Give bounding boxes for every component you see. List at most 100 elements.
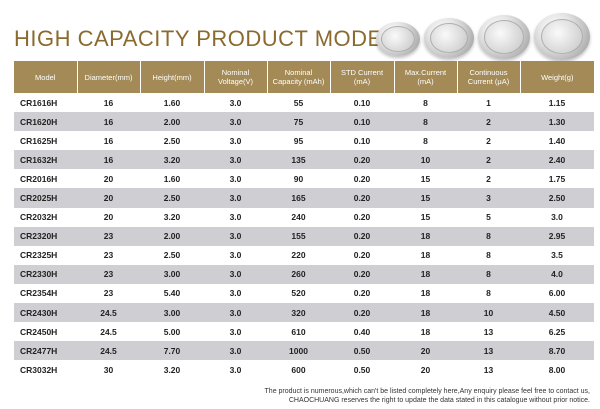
table-cell: 2.50 [140, 131, 204, 151]
table-cell: 16 [77, 150, 140, 170]
model-cell: CR1620H [14, 112, 77, 132]
table-cell: 3.0 [204, 264, 267, 284]
table-cell: 2.50 [140, 188, 204, 208]
coin-battery-icon [376, 22, 420, 56]
table-row: CR2032H 20 3.20 3.0 240 0.20 15 5 3.0 [14, 207, 594, 227]
header-cell: Max.Current (mA) [393, 61, 457, 93]
table-row: CR2477H 24.5 7.70 3.0 1000 0.50 20 13 8.70 [14, 341, 594, 361]
table-cell: 8 [457, 264, 520, 284]
table-cell: 20 [394, 360, 457, 380]
table-body: CR1616H 16 1.60 3.0 55 0.10 8 1 1.15 CR1620H 16 2.0… [14, 93, 594, 380]
product-spec-table: Model Diameter(mm) Height(mm) Nominal Vo… [14, 61, 594, 380]
table-cell: 600 [267, 360, 330, 380]
table-cell: 1 [457, 93, 520, 113]
table-cell: 8 [457, 226, 520, 246]
table-cell: 13 [457, 341, 520, 361]
table-cell: 1000 [267, 341, 330, 361]
table-cell: 16 [77, 93, 140, 113]
table-row: CR3032H 30 3.20 3.0 600 0.50 20 13 8.00 [14, 360, 594, 380]
table-cell: 18 [394, 283, 457, 304]
table-cell: 23 [77, 245, 140, 265]
model-cell: CR2320H [14, 226, 77, 246]
table-cell: 4.0 [520, 264, 594, 284]
table-cell: 90 [267, 169, 330, 189]
footer-line: The product is numerous,which can't be l… [264, 388, 590, 395]
table-cell: 3.0 [204, 150, 267, 170]
table-cell: 3.0 [204, 112, 267, 132]
table-cell: 3.0 [204, 245, 267, 265]
coin-cell-battery-image [372, 10, 594, 60]
table-cell: 18 [394, 264, 457, 284]
table-cell: 2.00 [140, 112, 204, 132]
coin-battery-icon [478, 15, 530, 59]
table-cell: 3.0 [520, 207, 594, 227]
table-cell: 3.20 [140, 207, 204, 227]
table-cell: 0.40 [330, 322, 394, 342]
table-cell: 240 [267, 207, 330, 227]
table-cell: 0.50 [330, 341, 394, 361]
table-cell: 320 [267, 303, 330, 323]
table-cell: 6.00 [520, 283, 594, 304]
table-cell: 8 [394, 93, 457, 113]
table-row: CR2325H 23 2.50 3.0 220 0.20 18 8 3.5 [14, 245, 594, 265]
table-cell: 8 [394, 131, 457, 151]
table-cell: 2 [457, 169, 520, 189]
table-cell: 2 [457, 150, 520, 170]
table-header-row: Model Diameter(mm) Height(mm) Nominal Vo… [14, 61, 594, 93]
table-cell: 8.00 [520, 360, 594, 380]
table-cell: 3.20 [140, 150, 204, 170]
model-cell: CR1632H [14, 150, 77, 170]
table-cell: 2.50 [140, 245, 204, 265]
table-cell: 3.0 [204, 283, 267, 304]
table-cell: 0.20 [330, 226, 394, 246]
table-cell: 18 [394, 303, 457, 323]
table-cell: 5.40 [140, 283, 204, 304]
page-title: HIGH CAPACITY PRODUCT MODEL [14, 26, 396, 51]
table-cell: 0.20 [330, 207, 394, 227]
header-cell: Model [14, 61, 77, 93]
table-cell: 10 [394, 150, 457, 170]
header-cell: Continuous Current (μA) [456, 61, 520, 93]
table-row: CR2430H 24.5 3.00 3.0 320 0.20 18 10 4.50 [14, 303, 594, 323]
model-cell: CR2032H [14, 207, 77, 227]
table-cell: 0.10 [330, 131, 394, 151]
table-cell: 16 [77, 112, 140, 132]
table-cell: 1.40 [520, 131, 594, 151]
table-cell: 3.0 [204, 131, 267, 151]
table-cell: 2.00 [140, 226, 204, 246]
model-cell: CR2016H [14, 169, 77, 189]
table-cell: 8 [457, 283, 520, 304]
table-cell: 3.0 [204, 360, 267, 380]
model-cell: CR2450H [14, 322, 77, 342]
table-cell: 3.00 [140, 303, 204, 323]
table-row: CR2016H 20 1.60 3.0 90 0.20 15 2 1.75 [14, 169, 594, 189]
table-cell: 3.0 [204, 303, 267, 323]
table-cell: 20 [394, 341, 457, 361]
table-cell: 6.25 [520, 322, 594, 342]
table-cell: 15 [394, 188, 457, 208]
table-cell: 220 [267, 245, 330, 265]
table-cell: 0.20 [330, 169, 394, 189]
table-cell: 135 [267, 150, 330, 170]
header-cell: Nominal Voltage(V) [203, 61, 267, 93]
table-cell: 2.95 [520, 226, 594, 246]
table-cell: 2.40 [520, 150, 594, 170]
model-cell: CR2325H [14, 245, 77, 265]
table-cell: 24.5 [77, 322, 140, 342]
table-cell: 260 [267, 264, 330, 284]
coin-battery-icon [424, 18, 474, 58]
table-cell: 20 [77, 188, 140, 208]
header-cell: STD Current (mA) [329, 61, 394, 93]
table-cell: 8.70 [520, 341, 594, 361]
table-cell: 3.0 [204, 188, 267, 208]
model-cell: CR2025H [14, 188, 77, 208]
header-cell: Nominal Capacity (mAh) [266, 61, 330, 93]
table-cell: 23 [77, 226, 140, 246]
table-cell: 5 [457, 207, 520, 227]
table-cell: 3.0 [204, 341, 267, 361]
table-cell: 16 [77, 131, 140, 151]
table-cell: 13 [457, 360, 520, 380]
table-cell: 18 [394, 322, 457, 342]
table-row: CR2320H 23 2.00 3.0 155 0.20 18 8 2.95 [14, 226, 594, 246]
model-cell: CR1625H [14, 131, 77, 151]
